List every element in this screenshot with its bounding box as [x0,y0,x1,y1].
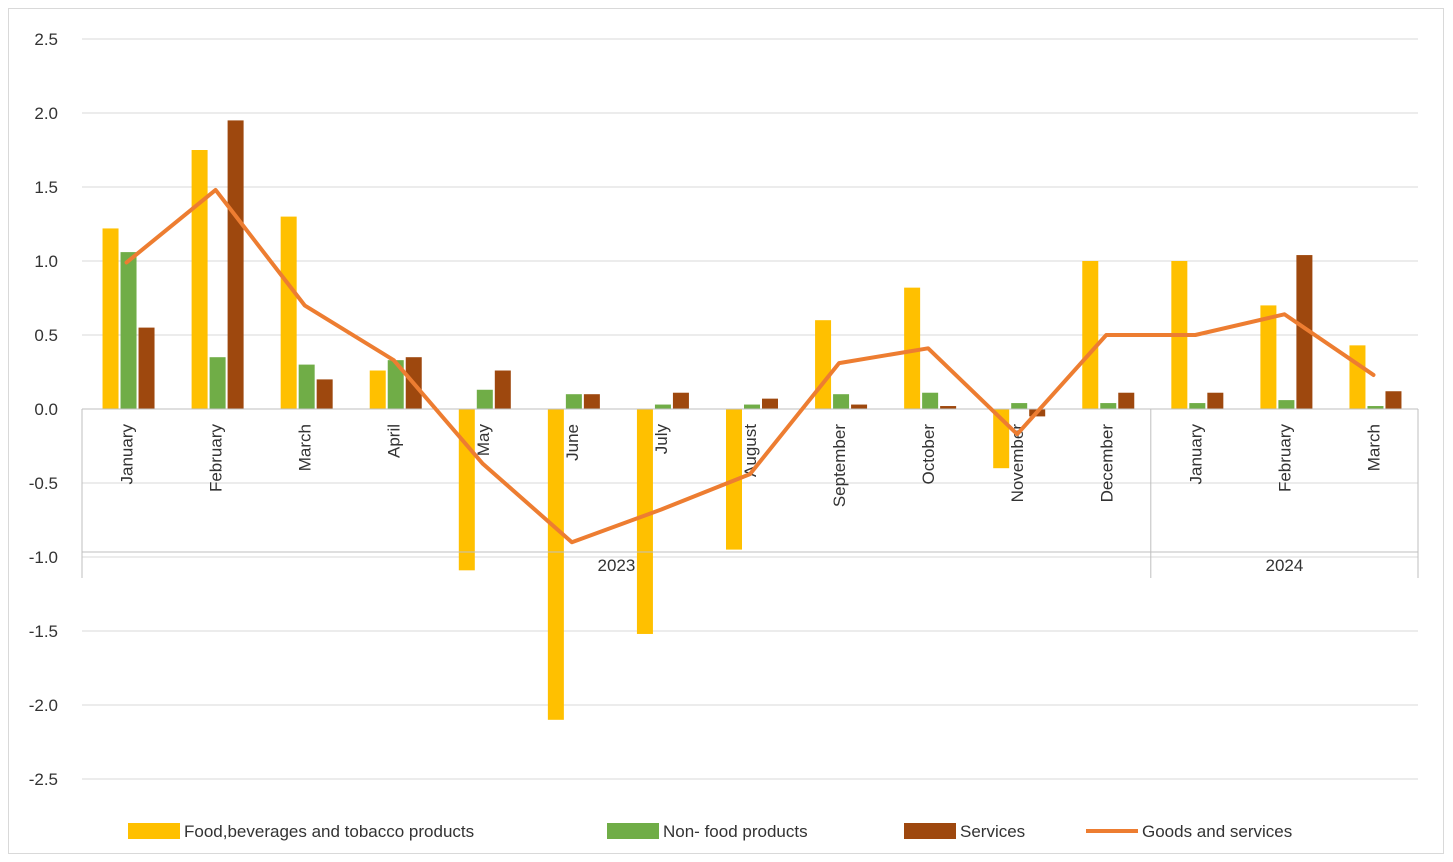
bar-food [1260,305,1277,409]
bar-food [280,216,297,409]
y-tick-label: 0.5 [34,326,58,345]
line-series [124,187,1376,545]
line-goods-and-services [124,187,1376,545]
bar-services [316,379,333,409]
bar-services [1385,391,1402,409]
bar-services [227,120,244,410]
bar-non-food [833,394,850,409]
bar-non-food [1100,403,1117,409]
bar-non-food [209,357,226,409]
bar-food [1082,261,1099,409]
y-tick-label: -2.5 [29,770,58,789]
category-label: September [830,424,849,507]
legend-non-food-swatch [607,823,659,839]
legend: Food,beverages and tobacco products Non- … [128,822,1292,841]
category-label: December [1097,424,1116,503]
category-label: October [919,424,938,485]
category-label: April [385,424,404,458]
category-label: August [741,424,760,477]
bar-non-food [1367,406,1384,409]
category-label: January [1186,424,1205,485]
bar-non-food [654,404,671,409]
y-tick-label: 2.5 [34,30,58,49]
bar-non-food [476,389,493,409]
bar-non-food [1189,403,1206,409]
y-axis-tick-labels: 2.5 2.0 1.5 1.0 0.5 0.0 -0.5 -1.0 -1.5 -2.0 -2.5 [29,30,58,789]
bar-non-food [922,392,939,409]
y-tick-label: -0.5 [29,474,58,493]
bar-non-food [1278,400,1295,409]
bar-services [583,394,600,409]
category-label: February [207,424,226,493]
category-label: June [563,424,582,461]
bar-food [458,409,475,571]
category-axis: January February March April May June July Augu… [81,408,1419,578]
bar-services [762,398,778,409]
legend-non-food-label: Non- food products [663,822,808,841]
bar-services [1207,392,1224,409]
bar-services [940,406,957,409]
bar-non-food [298,364,315,409]
bar-non-food [387,360,404,409]
year-group-label: 2024 [1265,556,1303,575]
y-tick-label: 1.0 [34,252,58,271]
bar-services [494,370,511,409]
legend-food-swatch [128,823,180,839]
y-tick-label: 0.0 [34,400,58,419]
bar-services [138,327,155,409]
y-tick-label: -2.0 [29,696,58,715]
category-label: February [1275,424,1294,493]
category-label: May [474,424,493,457]
year-group-label: 2023 [597,556,635,575]
bar-food [815,320,832,409]
bar-series [102,120,1402,720]
legend-services-swatch [904,823,956,839]
bar-food [547,409,564,720]
bar-services [1118,392,1135,409]
category-label: January [118,424,137,485]
y-tick-label: -1.0 [29,548,58,567]
category-label: July [652,424,671,455]
bar-food [191,150,208,409]
bar-food [904,287,921,409]
bar-food [636,409,653,634]
y-tick-label: 2.0 [34,104,58,123]
bar-services [1296,255,1313,409]
legend-goods-and-services-label: Goods and services [1142,822,1292,841]
bar-non-food [1011,403,1028,409]
bar-food [369,370,386,409]
bar-services [672,392,689,409]
bar-non-food [744,404,760,409]
category-label: November [1008,424,1027,503]
gridlines [82,38,1418,780]
category-label: March [1364,424,1383,471]
bar-services [851,404,868,409]
y-tick-label: 1.5 [34,178,58,197]
legend-food-label: Food,beverages and tobacco products [184,822,474,841]
bar-food [1349,345,1366,409]
y-tick-label: -1.5 [29,622,58,641]
category-label: March [296,424,315,471]
legend-services-label: Services [960,822,1025,841]
bar-non-food [120,252,137,409]
bar-food [102,228,119,409]
bar-non-food [565,394,582,409]
